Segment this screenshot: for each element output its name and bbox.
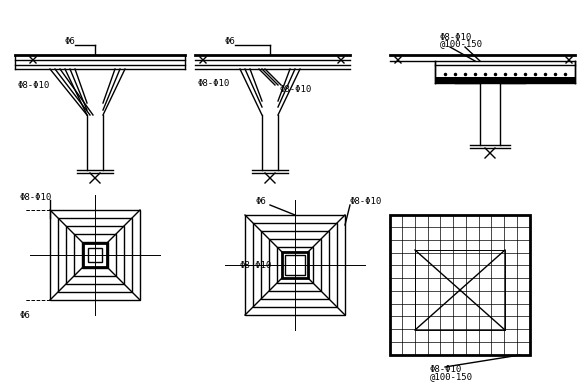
Bar [74, 234, 116, 276]
Text: Φ6: Φ6 [255, 197, 266, 206]
Bar [50, 210, 140, 300]
Bar [277, 247, 313, 283]
Bar [285, 255, 305, 275]
Bar [50, 210, 140, 300]
Bar [415, 250, 505, 330]
Text: Φ8-Φ10: Φ8-Φ10 [430, 366, 462, 375]
Text: Φ8-Φ10: Φ8-Φ10 [198, 79, 230, 88]
Bar [82, 242, 108, 268]
Text: Φ6: Φ6 [64, 38, 75, 47]
Bar [58, 218, 132, 292]
Bar [435, 77, 575, 83]
Text: @100-150: @100-150 [430, 373, 473, 382]
Text: @100-150: @100-150 [440, 39, 483, 48]
Text: Φ8-Φ10: Φ8-Φ10 [280, 86, 312, 95]
Text: Φ8-Φ10: Φ8-Φ10 [18, 81, 50, 90]
Text: Φ8-Φ10: Φ8-Φ10 [240, 260, 272, 269]
Text: Φ8-Φ10: Φ8-Φ10 [20, 194, 52, 203]
Bar [282, 252, 308, 278]
Bar [245, 215, 345, 315]
Text: Φ8-Φ10: Φ8-Φ10 [440, 32, 472, 41]
Bar [261, 231, 329, 299]
Bar [88, 248, 102, 262]
Text: Φ6: Φ6 [20, 310, 31, 319]
Bar [83, 243, 107, 267]
Bar [269, 239, 321, 291]
Bar [253, 223, 337, 307]
Text: Φ6: Φ6 [224, 38, 235, 47]
Bar [390, 215, 530, 355]
Bar [245, 215, 345, 315]
Text: Φ8-Φ10: Φ8-Φ10 [350, 197, 382, 206]
Bar [66, 226, 124, 284]
